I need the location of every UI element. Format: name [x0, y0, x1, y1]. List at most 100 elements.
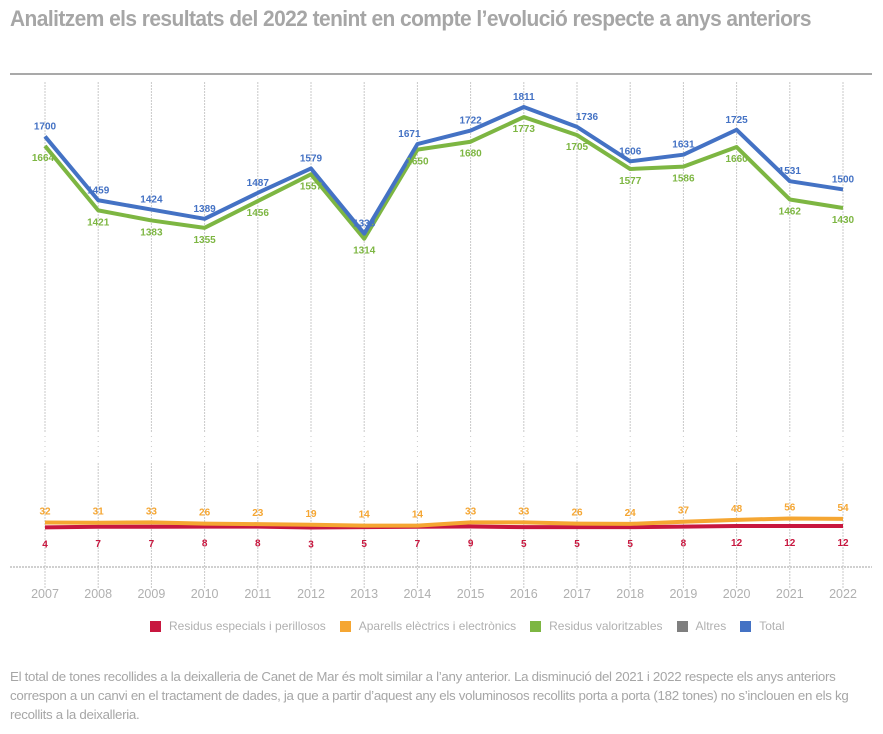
- data-label: 1424: [140, 195, 163, 206]
- data-label: 4: [42, 539, 48, 550]
- data-label: 3: [308, 539, 314, 550]
- data-label: 9: [468, 538, 474, 549]
- data-label: 26: [571, 508, 583, 519]
- data-label: 1557: [300, 181, 323, 192]
- data-label: 1705: [566, 142, 589, 153]
- data-label: 1333: [353, 219, 376, 230]
- data-label: 54: [837, 503, 849, 514]
- line-chart: 2007 2008 2009 2010 2011 2012 2013 2014 2015 2016…: [10, 82, 872, 601]
- legend-label: Residus valoritzables: [549, 619, 663, 633]
- legend-label: Altres: [695, 619, 727, 633]
- data-label: 1421: [87, 217, 110, 228]
- legend-item: Aparells elèctrics i electrònics: [339, 619, 517, 633]
- data-label: 56: [784, 502, 796, 513]
- data-label: 1725: [725, 115, 748, 126]
- data-label: 1664: [32, 153, 55, 164]
- data-label: 7: [415, 539, 421, 550]
- data-label: 1773: [513, 124, 536, 135]
- data-label: 14: [412, 510, 424, 521]
- grid-lines: [44, 82, 844, 588]
- data-label: 48: [731, 504, 743, 515]
- data-label: 26: [199, 508, 211, 519]
- data-label: 1389: [193, 204, 216, 215]
- series-line-residus-valoritzables: [43, 115, 844, 241]
- title-divider: [10, 73, 872, 75]
- data-label: 1650: [406, 157, 429, 168]
- data-label: 32: [39, 507, 51, 518]
- legend-item: Altres: [676, 619, 727, 633]
- x-tick-label: 2015: [457, 587, 485, 601]
- series-lines: [43, 105, 844, 530]
- data-label: 1487: [247, 178, 270, 189]
- x-tick-label: 2021: [776, 587, 804, 601]
- data-label: 1811: [513, 92, 535, 103]
- legend-label: Aparells elèctrics i electrònics: [358, 619, 517, 633]
- legend-swatch: [530, 620, 542, 632]
- x-tick-label: 2013: [350, 587, 378, 601]
- data-label: 24: [625, 508, 637, 519]
- data-label: 23: [252, 508, 264, 519]
- data-label: 1383: [140, 227, 163, 238]
- x-tick-label: 2010: [191, 587, 219, 601]
- legend-swatch: [339, 620, 351, 632]
- data-label: 1631: [672, 140, 695, 151]
- data-label: 5: [361, 539, 367, 550]
- data-label: 5: [627, 539, 633, 550]
- data-label: 1660: [725, 154, 748, 165]
- data-label: 5: [521, 539, 527, 550]
- data-label: 1606: [619, 146, 642, 157]
- data-label: 33: [518, 506, 530, 517]
- x-tick-label: 2009: [137, 587, 165, 601]
- series-line-total: [43, 105, 844, 236]
- data-label: 31: [93, 507, 105, 518]
- data-label: 1314: [353, 246, 376, 257]
- x-tick-label: 2017: [563, 587, 591, 601]
- x-tick-label: 2008: [84, 587, 112, 601]
- x-tick-label: 2020: [723, 587, 751, 601]
- legend-item: Residus especials i perillosos: [150, 619, 326, 633]
- data-label: 8: [681, 539, 687, 550]
- legend-label: Total: [759, 619, 785, 633]
- x-tick-label: 2018: [616, 587, 644, 601]
- series-line-residus-especials-i-perillosos: [44, 523, 843, 530]
- footnote: El total de tones recollides a la deixal…: [10, 669, 849, 722]
- data-label: 1462: [779, 206, 802, 217]
- legend-item: Total: [740, 619, 785, 633]
- legend-swatch: [676, 620, 688, 632]
- x-tick-labels: 2007 2008 2009 2010 2011 2012 2013 2014 2015 2016…: [31, 587, 857, 601]
- data-label: 7: [149, 539, 155, 550]
- legend-swatch: [150, 620, 161, 632]
- legend-swatch: [740, 620, 752, 632]
- legend-label: Residus especials i perillosos: [169, 619, 326, 633]
- data-label: 1722: [459, 116, 482, 127]
- data-label: 1430: [832, 215, 855, 226]
- legend: Residus especials i perillosos Aparells e…: [150, 619, 799, 633]
- x-tick-label: 2012: [297, 587, 325, 601]
- chart-title: Analitzem els resultats del 2022 tenint …: [10, 6, 812, 31]
- data-label: 8: [255, 539, 261, 550]
- data-label: 1586: [672, 174, 695, 185]
- data-label: 12: [731, 538, 743, 549]
- x-tick-label: 2007: [31, 587, 59, 601]
- series-line-aparells-el-ctrics-i-electr-nics: [44, 516, 844, 528]
- data-label: 1700: [34, 121, 57, 132]
- x-tick-label: 2014: [403, 587, 431, 601]
- data-label: 1577: [619, 176, 642, 187]
- data-label: 33: [465, 506, 477, 517]
- data-label: 1579: [300, 153, 323, 164]
- data-label: 1680: [459, 149, 482, 160]
- x-tick-label: 2019: [669, 587, 697, 601]
- x-tick-label: 2016: [510, 587, 538, 601]
- data-label: 12: [837, 538, 849, 549]
- legend-item: Residus valoritzables: [530, 619, 663, 633]
- data-label: 1500: [832, 174, 855, 185]
- x-tick-label: 2022: [829, 587, 857, 601]
- data-label: 1456: [247, 208, 270, 219]
- x-tick-label: 2011: [244, 587, 271, 601]
- data-label: 1736: [576, 112, 599, 123]
- data-label: 1671: [398, 129, 421, 140]
- data-label: 5: [574, 539, 580, 550]
- data-label: 7: [95, 539, 101, 550]
- data-label: 8: [202, 539, 208, 550]
- data-label: 37: [678, 506, 690, 517]
